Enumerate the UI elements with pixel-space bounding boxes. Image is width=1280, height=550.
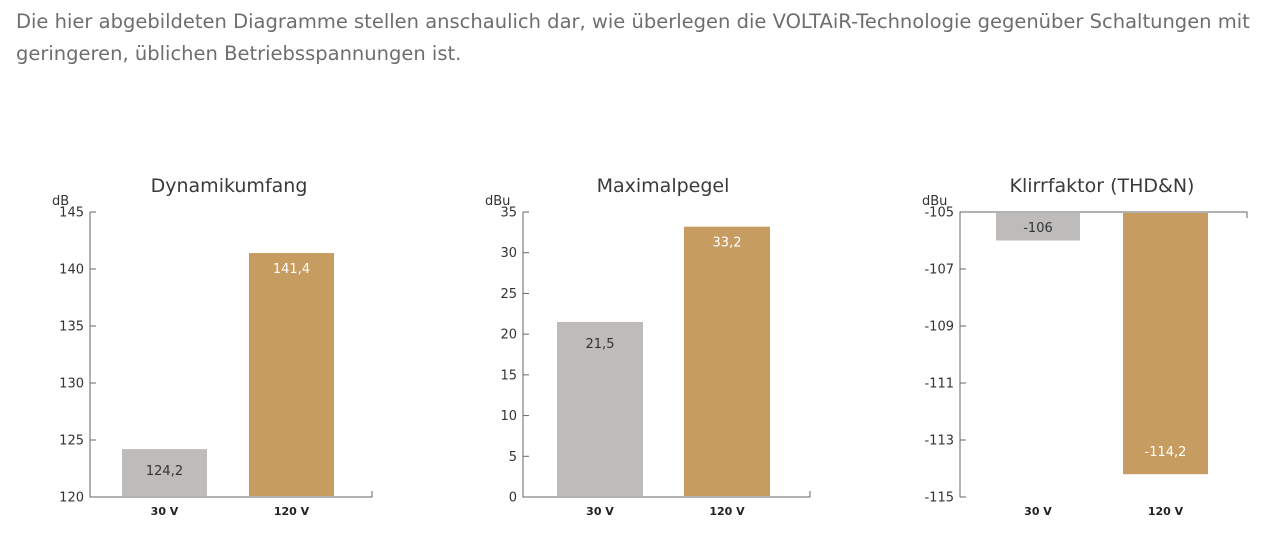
bar-30v bbox=[996, 213, 1080, 241]
bar-120v bbox=[249, 253, 334, 496]
chart-maximalpegel: Maximalpegel dBu 0 5 10 15 20 25 30 35 21,5 30 V 33,… bbox=[485, 175, 811, 518]
y-tick-label: 35 bbox=[500, 206, 517, 221]
category-label: 120 V bbox=[274, 505, 310, 518]
bar-120v bbox=[684, 226, 770, 496]
bar-value-label: 141,4 bbox=[273, 262, 310, 277]
y-tick-label: 140 bbox=[59, 263, 84, 278]
category-label: 30 V bbox=[151, 505, 179, 518]
y-tick-label: 30 bbox=[500, 246, 517, 261]
y-tick-label: 15 bbox=[500, 368, 517, 383]
chart-title: Dynamikumfang bbox=[151, 175, 308, 197]
bar-value-label: -114,2 bbox=[1145, 445, 1187, 460]
y-tick-label: -107 bbox=[924, 263, 954, 278]
y-axis-unit: dBu bbox=[922, 194, 947, 209]
intro-paragraph: Die hier abgebildeten Diagramme stellen … bbox=[16, 10, 1250, 65]
chart-title: Maximalpegel bbox=[597, 175, 730, 197]
bar-value-label: 33,2 bbox=[713, 236, 742, 251]
y-tick-label: 5 bbox=[509, 450, 517, 465]
chart-klirrfaktor: Klirrfaktor (THD&N) dBu -115 -113 -111 -109 -1… bbox=[922, 175, 1248, 518]
y-tick-label: 0 bbox=[509, 491, 517, 506]
bar-120v bbox=[1123, 213, 1208, 475]
category-label: 120 V bbox=[1148, 505, 1184, 518]
category-label: 30 V bbox=[1024, 505, 1052, 518]
chart-title: Klirrfaktor (THD&N) bbox=[1010, 175, 1195, 197]
y-tick-label: -105 bbox=[924, 206, 954, 221]
y-axis-unit: dB bbox=[52, 194, 69, 209]
y-axis-unit: dBu bbox=[485, 194, 510, 209]
axis-lines bbox=[959, 211, 1248, 497]
y-tick-label: 120 bbox=[59, 491, 84, 506]
chart-dynamikumfang: Dynamikumfang dB 120 125 130 135 140 145 124,2 30… bbox=[52, 175, 373, 518]
bar-30v bbox=[557, 321, 643, 496]
axis-lines bbox=[89, 212, 373, 498]
y-tick-label: -115 bbox=[924, 491, 954, 506]
y-tick-label: -111 bbox=[924, 377, 954, 392]
y-tick-label: 20 bbox=[500, 328, 517, 343]
bar-value-label: 124,2 bbox=[146, 464, 183, 479]
y-tick-label: 10 bbox=[500, 409, 517, 424]
y-tick-label: 125 bbox=[59, 434, 84, 449]
bar-value-label: 21,5 bbox=[586, 337, 615, 352]
bar-value-label: -106 bbox=[1023, 221, 1053, 236]
y-tick-label: 135 bbox=[59, 320, 84, 335]
bar-30v bbox=[122, 449, 207, 496]
y-tick-label: -109 bbox=[924, 320, 954, 335]
axis-lines bbox=[522, 212, 811, 498]
y-tick-label: 145 bbox=[59, 206, 84, 221]
category-label: 120 V bbox=[709, 505, 745, 518]
category-label: 30 V bbox=[586, 505, 614, 518]
y-tick-label: 25 bbox=[500, 287, 517, 302]
y-tick-label: 130 bbox=[59, 377, 84, 392]
y-tick-label: -113 bbox=[924, 434, 954, 449]
